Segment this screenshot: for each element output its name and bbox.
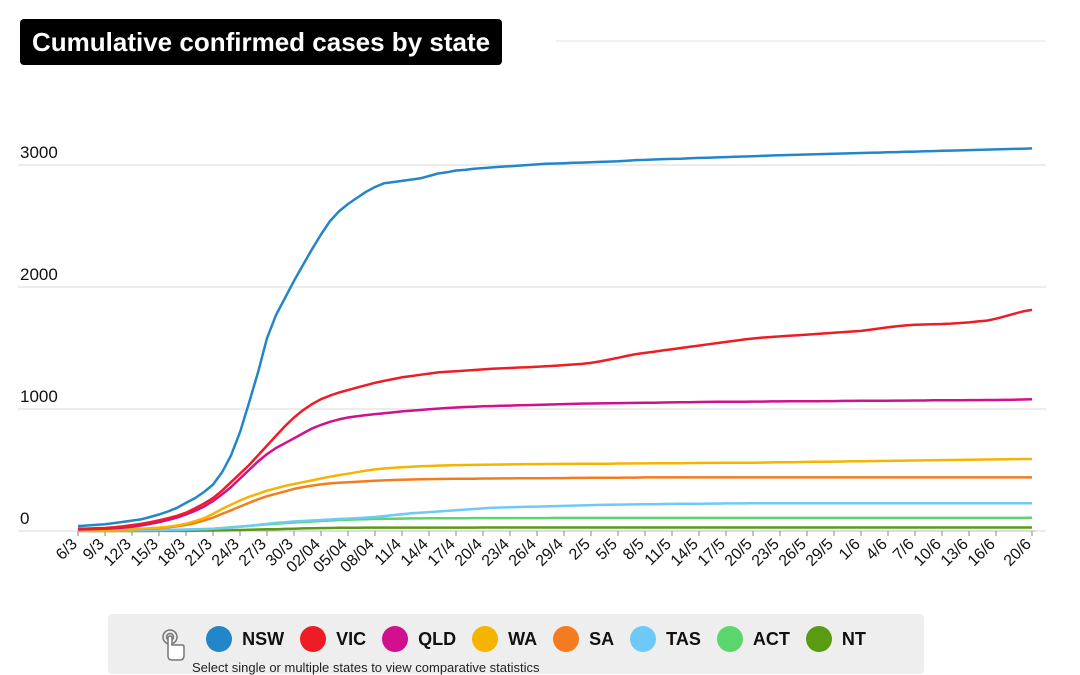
y-tick-label: 3000 <box>20 143 58 162</box>
x-tick-label: 6/3 <box>53 536 81 564</box>
legend-label: ACT <box>752 628 790 649</box>
legend-swatch <box>206 626 233 652</box>
x-tick-label: 29/5 <box>803 536 837 570</box>
series-line-vic <box>77 308 1033 531</box>
x-tick-label: 1/6 <box>836 536 864 564</box>
legend-label: NT <box>841 628 866 649</box>
x-tick-label: 12/3 <box>101 536 135 570</box>
legend-label: VIC <box>336 628 367 649</box>
legend-swatch <box>300 626 327 652</box>
x-tick-label: 20/5 <box>722 536 756 570</box>
x-tick-label: 14/4 <box>398 536 432 570</box>
x-tick-label: 15/3 <box>128 536 162 570</box>
legend: NSW VIC QLD WA SA TAS ACT NT Select single or m… <box>108 614 924 675</box>
legend-item-tas[interactable]: TAS <box>630 626 701 652</box>
legend-swatch <box>805 626 832 652</box>
x-tick-label: 21/3 <box>182 536 216 570</box>
legend-hint-text: Select single or multiple states to view… <box>192 660 540 675</box>
legend-item-wa[interactable]: WA <box>472 626 537 652</box>
chart-title: Cumulative confirmed cases by state <box>20 19 503 65</box>
series-line-wa <box>77 457 1032 532</box>
legend-label: TAS <box>666 628 701 649</box>
legend-item-nt[interactable]: NT <box>805 626 866 652</box>
legend-item-vic[interactable]: VIC <box>300 626 366 652</box>
legend-swatch <box>382 626 409 652</box>
legend-swatch <box>716 626 743 652</box>
series-line-sa <box>77 476 1032 532</box>
legend-label: WA <box>508 628 538 649</box>
x-tick-label: 14/5 <box>668 536 702 570</box>
pointer-hand-icon <box>158 628 188 661</box>
x-tick-label: 18/3 <box>155 536 189 570</box>
x-tick-label: 17/4 <box>425 536 459 570</box>
x-tick-label: 27/3 <box>236 536 270 570</box>
legend-label: QLD <box>418 628 457 649</box>
legend-swatch <box>630 626 657 652</box>
y-tick-label: 1000 <box>20 387 58 406</box>
x-tick-label: 20/6 <box>1001 536 1035 570</box>
y-tick-label: 2000 <box>20 265 58 284</box>
y-tick-label: 0 <box>20 509 29 528</box>
series-line-nsw <box>77 147 1033 528</box>
x-tick-label: 23/5 <box>749 536 783 570</box>
legend-item-sa[interactable]: SA <box>553 626 614 652</box>
x-tick-label: 26/5 <box>776 536 810 570</box>
x-tick-label: 11/5 <box>642 536 675 569</box>
x-tick-label: 23/4 <box>479 536 513 570</box>
x-tick-label: 5/5 <box>593 536 621 564</box>
series-line-tas <box>78 501 1032 533</box>
x-tick-label: 4/6 <box>863 536 891 564</box>
legend-item-qld[interactable]: QLD <box>382 626 456 652</box>
x-tick-label: 29/4 <box>533 536 567 570</box>
x-tick-label: 16/6 <box>965 536 999 570</box>
x-tick-label: 13/6 <box>938 536 972 570</box>
legend-swatch <box>472 626 499 652</box>
series-line-nt <box>78 526 1032 533</box>
x-tick-label: 24/3 <box>209 536 243 570</box>
x-tick-label: 11/4 <box>372 536 405 569</box>
x-tick-label: 26/4 <box>506 536 540 570</box>
x-tick-label: 2/5 <box>566 536 594 564</box>
legend-label: NSW <box>242 628 285 649</box>
legend-item-nsw[interactable]: NSW <box>206 626 284 652</box>
x-tick-label: 17/5 <box>695 536 729 570</box>
x-tick-label: 10/6 <box>911 536 945 570</box>
legend-item-act[interactable]: ACT <box>716 626 790 652</box>
legend-label: SA <box>589 628 615 649</box>
x-tick-label: 20/4 <box>452 536 486 570</box>
legend-swatch <box>553 626 580 652</box>
series-line-qld <box>77 397 1033 531</box>
legend-row: NSW VIC QLD WA SA TAS ACT NT <box>108 624 924 661</box>
